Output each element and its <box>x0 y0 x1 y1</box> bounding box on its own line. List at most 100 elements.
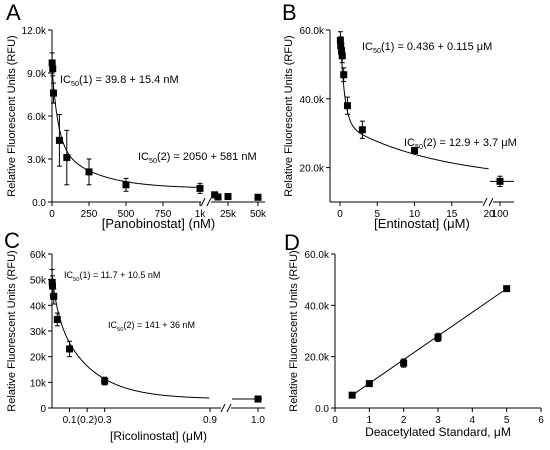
data-point <box>400 358 408 368</box>
data-point <box>63 129 71 186</box>
x-tick-label: 5 <box>504 415 510 426</box>
y-tick-label: 20.0k <box>300 164 325 175</box>
x-tick-label: 0.1 <box>63 415 77 426</box>
y-axis-title: Relative Fluorescent Units (RFU) <box>283 35 295 196</box>
x-tick-label: 50k <box>250 209 267 220</box>
panel-letter: C <box>4 228 20 253</box>
data-point <box>340 67 348 83</box>
x-tick-label: 5 <box>374 209 380 220</box>
x-axis-title: [Entinostat] (μM) <box>374 216 470 231</box>
ic50-annotation-1: IC50(1) = 11.7 + 10.5 nM <box>64 270 160 283</box>
data-point <box>101 376 109 386</box>
y-axis-title: Relative Fluorescent Units (RFU) <box>288 250 300 411</box>
y-tick-label: 12.0k <box>22 26 47 37</box>
marker-square <box>503 285 511 293</box>
data-point <box>49 61 57 77</box>
y-tick-label: 3.0k <box>27 155 47 166</box>
panel-letter: B <box>282 0 297 25</box>
data-point <box>53 312 61 327</box>
marker-square <box>365 380 373 388</box>
data-point <box>224 193 232 201</box>
ic50-annotation-1: IC50(1) = 0.436 + 0.115 μM <box>362 41 492 55</box>
marker-square <box>49 65 57 73</box>
axis-break-mark <box>200 197 206 207</box>
marker-square <box>85 168 93 176</box>
x-tick-label: 15 <box>446 209 458 220</box>
marker-square <box>411 146 418 154</box>
marker-square <box>66 345 74 353</box>
y-tick-label: 50k <box>30 276 47 287</box>
data-point <box>348 391 356 399</box>
x-tick-label: 1k <box>195 209 207 220</box>
data-point <box>365 380 373 388</box>
data-point <box>122 177 130 192</box>
data-point <box>343 96 351 115</box>
marker-square <box>434 333 442 341</box>
y-axis-title: Relative Fluorescent Units (RFU) <box>6 35 18 196</box>
y-tick-label: 60k <box>30 250 47 261</box>
x-axis-title: [Panobinostat] (nM) <box>102 216 215 231</box>
marker-square <box>340 71 348 79</box>
y-tick-label: 20k <box>30 353 47 364</box>
data-point <box>411 146 418 154</box>
axis-break-gap <box>483 197 493 207</box>
marker-square <box>49 282 57 290</box>
marker-square <box>254 193 262 201</box>
y-tick-label: 0 <box>40 404 46 415</box>
x-tick-label: 1.0 <box>251 415 265 426</box>
data-point <box>50 288 58 305</box>
fit-line <box>351 288 507 396</box>
marker-square <box>53 315 61 323</box>
panel-letter: A <box>6 0 21 25</box>
axis-break-gap <box>221 403 231 413</box>
marker-square <box>496 177 504 185</box>
x-tick-label: 0 <box>332 415 338 426</box>
marker-square <box>343 102 351 110</box>
x-axis-title: [Ricolinostat] (μM) <box>110 429 207 443</box>
x-tick-label: 10 <box>409 209 421 220</box>
x-tick-label: 4 <box>470 415 476 426</box>
marker-square <box>337 41 345 49</box>
marker-square <box>50 292 58 300</box>
data-point <box>66 340 74 358</box>
y-tick-label: 9.0k <box>27 69 47 80</box>
y-tick-label: 40k <box>30 301 47 312</box>
y-tick-label: 40.0k <box>305 301 330 312</box>
marker-square <box>358 126 366 134</box>
y-tick-label: 40.0k <box>300 95 325 106</box>
y-tick-label: 60.0k <box>300 26 325 37</box>
x-tick-label: 1 <box>367 415 373 426</box>
marker-square <box>254 395 262 403</box>
y-tick-label: 20.0k <box>305 353 330 364</box>
marker-square <box>348 391 356 399</box>
marker-square <box>338 52 346 60</box>
marker-square <box>214 193 222 201</box>
y-tick-label: 0.0 <box>315 404 329 415</box>
x-tick-label: 0.3 <box>98 415 112 426</box>
marker-square <box>101 377 109 385</box>
x-tick-label: 250 <box>81 209 98 220</box>
x-tick-label: (0.2) <box>77 415 98 426</box>
x-tick-label: 2 <box>401 415 407 426</box>
y-tick-label: 6.0k <box>27 112 47 123</box>
x-tick-label: 20 <box>483 209 495 220</box>
panel-a: 0.0 3.0k 6.0k 9.0k 12.0k 0 250 500 750 1k 25k 50k AR… <box>6 0 267 231</box>
marker-square <box>337 47 345 55</box>
ic50-annotation-1: IC50(1) = 39.8 + 15.4 nM <box>60 74 179 88</box>
x-tick-label: 500 <box>118 209 135 220</box>
panel-letter: D <box>284 230 300 255</box>
axis-break-gap <box>201 197 211 207</box>
y-axis-title: Relative Fluorescent Units (RFU) <box>6 250 18 411</box>
x-tick-label: 0 <box>337 209 343 220</box>
x-tick-label: 0.9 <box>203 415 217 426</box>
data-point <box>358 120 366 139</box>
x-tick-label: 0 <box>49 209 55 220</box>
data-point <box>503 285 511 293</box>
axis-break-mark <box>226 403 232 413</box>
data-point <box>254 193 262 201</box>
axis-break-mark <box>488 197 494 207</box>
axis-break-mark <box>206 197 212 207</box>
